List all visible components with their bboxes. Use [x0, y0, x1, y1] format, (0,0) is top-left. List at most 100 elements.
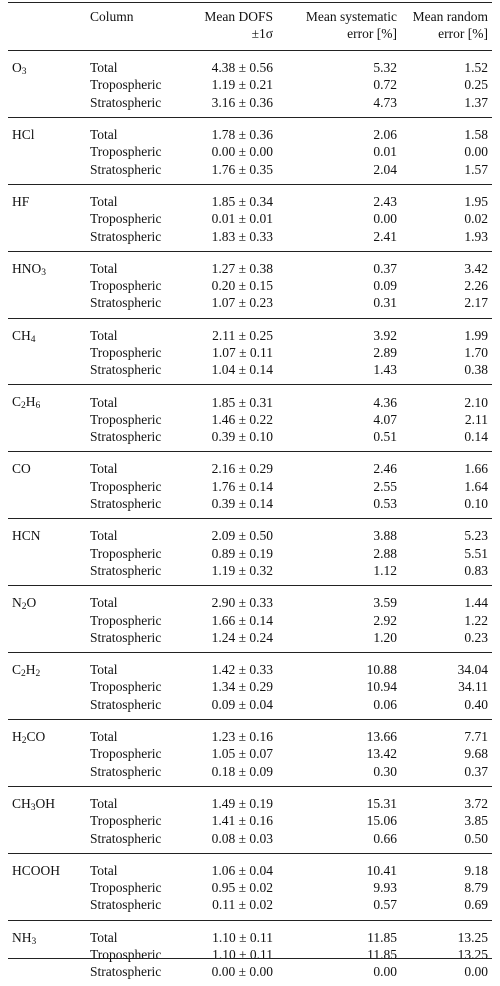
random-error: 2.17	[464, 295, 488, 311]
species-name: HCl	[8, 117, 86, 143]
systematic-error: 13.66	[366, 729, 397, 745]
species-name: C2H6	[8, 385, 86, 411]
species-group: CO Total 2.16 ± 0.29 2.46 1.66 Tropospheric 1.…	[8, 451, 492, 519]
species-cell-empty	[8, 294, 86, 318]
mean-dofs: 4.38 ± 0.56	[211, 60, 273, 76]
species-group: O3 Total 4.38 ± 0.56 5.32 1.52 Tropospheric 1.…	[8, 50, 492, 118]
random-error: 34.11	[458, 679, 488, 695]
column-type: Stratospheric	[90, 161, 162, 177]
systematic-error: 1.43	[373, 362, 397, 378]
species-base: HNO	[12, 260, 42, 276]
column-type: Stratospheric	[90, 629, 162, 645]
species-cell-empty	[8, 896, 86, 920]
random-error: 1.66	[464, 461, 488, 477]
species-group: HF Total 1.85 ± 0.34 2.43 1.95 Tropospheric 0.…	[8, 184, 492, 251]
species-group: C2H2 Total 1.42 ± 0.33 10.88 34.04 Tropospher…	[8, 652, 492, 720]
species-name: C2H2	[8, 653, 86, 679]
mean-dofs: 1.85 ± 0.31	[211, 394, 273, 410]
systematic-error: 0.31	[373, 295, 397, 311]
table-row: NH3 Total 1.10 ± 0.11 11.85 13.25	[8, 920, 492, 947]
mean-dofs: 1.23 ± 0.16	[211, 729, 273, 745]
random-error: 0.83	[464, 562, 488, 578]
species-cell-empty	[8, 611, 86, 628]
table-row: Tropospheric 1.07 ± 0.11 2.89 1.70	[8, 344, 492, 361]
systematic-error: 11.85	[367, 947, 397, 963]
systematic-error: 1.20	[373, 629, 397, 645]
mean-dofs: 0.39 ± 0.10	[211, 429, 273, 445]
systematic-error: 2.88	[373, 545, 397, 561]
header-sys-line1: Mean systematic	[305, 9, 397, 24]
header-sys-line2: error [%]	[347, 26, 397, 41]
species-group: C2H6 Total 1.85 ± 0.31 4.36 2.10 Tropospheric…	[8, 384, 492, 452]
mean-dofs: 0.89 ± 0.19	[211, 545, 273, 561]
systematic-error: 2.43	[373, 193, 397, 209]
column-type: Tropospheric	[90, 947, 162, 963]
random-error: 0.37	[464, 763, 488, 779]
species-cell-empty	[8, 745, 86, 762]
species-cell-empty	[8, 361, 86, 385]
mean-dofs: 0.11 ± 0.02	[212, 897, 273, 913]
mean-dofs: 1.10 ± 0.11	[212, 929, 273, 945]
mean-dofs: 0.95 ± 0.02	[211, 880, 273, 896]
mean-dofs: 1.42 ± 0.33	[211, 662, 273, 678]
random-error: 1.37	[464, 94, 488, 110]
column-type: Total	[90, 929, 118, 945]
species-base: NH	[12, 929, 32, 945]
table-row: CH4 Total 2.11 ± 0.25 3.92 1.99	[8, 318, 492, 345]
mean-dofs: 2.11 ± 0.25	[212, 327, 273, 343]
column-type: Total	[90, 327, 118, 343]
species-subscript: 3	[31, 936, 37, 947]
systematic-error: 15.31	[366, 795, 397, 811]
mean-dofs: 1.34 ± 0.29	[211, 679, 273, 695]
random-error: 0.10	[464, 496, 488, 512]
table-row: Tropospheric 0.01 ± 0.01 0.00 0.02	[8, 210, 492, 227]
species-base: HCN	[12, 528, 41, 544]
table-row: Stratospheric 1.07 ± 0.23 0.31 2.17	[8, 294, 492, 318]
random-error: 3.72	[464, 795, 488, 811]
column-type: Total	[90, 127, 118, 143]
systematic-error: 4.07	[373, 411, 397, 427]
species-name: CH3OH	[8, 786, 86, 813]
column-type: Tropospheric	[90, 211, 162, 227]
mean-dofs: 2.90 ± 0.33	[211, 595, 273, 611]
mean-dofs: 0.18 ± 0.09	[211, 763, 273, 779]
column-type: Stratospheric	[90, 362, 162, 378]
table-row: HCN Total 2.09 ± 0.50 3.88 5.23	[8, 519, 492, 545]
random-error: 0.50	[464, 830, 488, 846]
header-gas	[8, 4, 86, 51]
random-error: 1.70	[464, 345, 488, 360]
table-row: Stratospheric 1.24 ± 0.24 1.20 0.23	[8, 629, 492, 653]
column-type: Tropospheric	[90, 612, 162, 628]
random-error: 0.00	[464, 144, 488, 160]
species-group: HCl Total 1.78 ± 0.36 2.06 1.58 Tropospheric 0…	[8, 117, 492, 184]
random-error: 9.68	[464, 746, 488, 762]
systematic-error: 0.66	[373, 830, 397, 846]
mean-dofs: 1.46 ± 0.22	[211, 411, 273, 427]
mean-dofs: 2.09 ± 0.50	[211, 528, 273, 544]
table-row: Tropospheric 0.20 ± 0.15 0.09 2.26	[8, 277, 492, 294]
mean-dofs: 1.41 ± 0.16	[211, 813, 273, 829]
column-type: Total	[90, 193, 118, 209]
mean-dofs: 1.05 ± 0.07	[211, 746, 273, 762]
table-row: CO Total 2.16 ± 0.29 2.46 1.66	[8, 452, 492, 478]
column-type: Total	[90, 662, 118, 678]
species-cell-empty	[8, 545, 86, 562]
mean-dofs: 1.24 ± 0.24	[211, 629, 273, 645]
mean-dofs: 0.08 ± 0.03	[211, 830, 273, 846]
table-row: C2H6 Total 1.85 ± 0.31 4.36 2.10	[8, 385, 492, 411]
species-tail: O	[26, 595, 37, 611]
species-tail: H	[25, 662, 36, 678]
random-error: 8.79	[464, 880, 488, 896]
species-cell-empty	[8, 227, 86, 251]
random-error: 1.52	[464, 60, 488, 76]
mean-dofs: 1.27 ± 0.38	[211, 260, 273, 276]
column-type: Tropospheric	[90, 345, 162, 360]
column-type: Stratospheric	[90, 964, 162, 980]
species-name: HCOOH	[8, 853, 86, 879]
random-error: 9.18	[464, 862, 488, 878]
column-type: Total	[90, 394, 118, 410]
table-row: HCl Total 1.78 ± 0.36 2.06 1.58	[8, 117, 492, 143]
species-tail: CO	[26, 728, 46, 744]
mean-dofs: 1.78 ± 0.36	[211, 127, 273, 143]
column-type: Tropospheric	[90, 545, 162, 561]
